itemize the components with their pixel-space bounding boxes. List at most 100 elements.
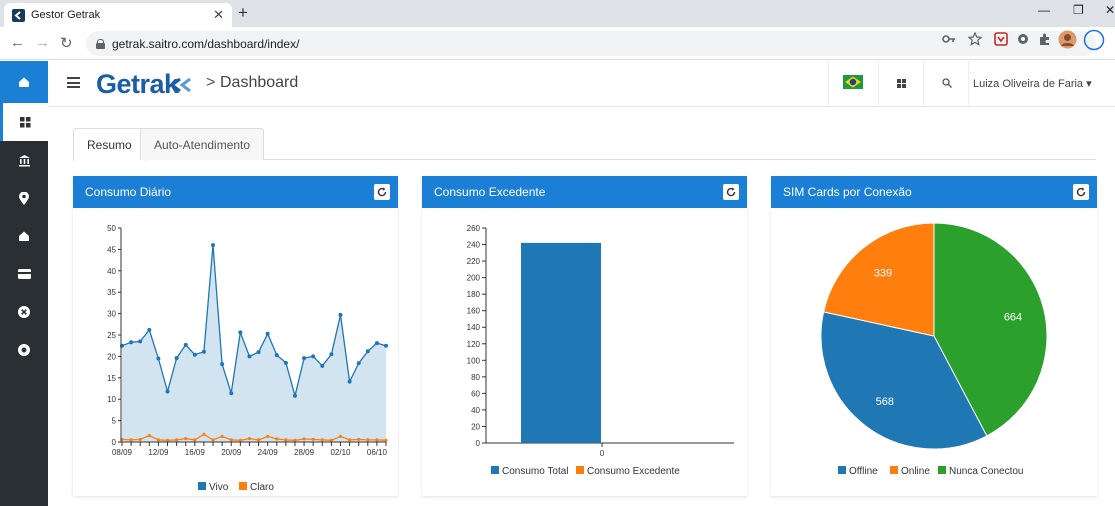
claro-point: [375, 438, 379, 442]
extensions-puzzle-icon[interactable]: [1038, 32, 1052, 46]
y-tick-label: 240: [467, 241, 481, 250]
map-marker-icon: [19, 191, 29, 205]
extension-circle-icon[interactable]: [1016, 32, 1030, 46]
panel-header: Consumo Diário: [73, 176, 398, 208]
y-tick-label: 180: [467, 290, 481, 299]
legend-swatch-online: [890, 466, 898, 474]
reload-icon[interactable]: ↻: [60, 35, 73, 52]
vivo-point: [129, 340, 134, 345]
back-icon[interactable]: ←: [10, 34, 25, 51]
panel-header: Consumo Excedente: [422, 176, 747, 208]
sidebar-home[interactable]: [0, 61, 48, 103]
y-tick-label: 30: [107, 310, 116, 319]
tab-close-icon[interactable]: ✕: [213, 7, 224, 22]
address-bar[interactable]: getrak.saitro.com/dashboard/index/: [86, 31, 1096, 56]
nav-divider: [923, 61, 924, 107]
browser-toolbar: ← → ↻ getrak.saitro.com/dashboard/index/: [0, 27, 1115, 60]
nav-divider: [878, 61, 879, 107]
sidebar-item-dashboard[interactable]: [0, 103, 48, 141]
sidebar-item-house[interactable]: [0, 217, 48, 255]
new-tab-icon[interactable]: +: [238, 3, 248, 22]
x-tick-label: 28/09: [294, 448, 315, 457]
minimize-icon[interactable]: —: [1038, 3, 1050, 17]
tab-resumo[interactable]: Resumo: [73, 128, 146, 161]
claro-point: [193, 438, 197, 442]
sidebar-item-bank[interactable]: [0, 141, 48, 179]
claro-point: [357, 437, 361, 442]
search-icon[interactable]: [942, 78, 952, 88]
panel-consumo-diario: Consumo Diário 0 5 10 15 20 25 30 35 40 45 50 08/09…: [73, 176, 398, 496]
legend-swatch-consumo-excedente: [576, 466, 584, 474]
legend-label-online: Online: [901, 466, 930, 477]
legend-swatch-vivo: [198, 482, 206, 490]
getrak-logo[interactable]: Getrak: [96, 69, 179, 99]
house-icon: [19, 231, 29, 241]
extension-red-icon[interactable]: [994, 32, 1008, 46]
content-tabs: Resumo Auto-Atendimento: [73, 128, 1096, 161]
profile-avatar[interactable]: [1058, 30, 1077, 49]
brazil-flag-icon[interactable]: [843, 75, 863, 89]
vivo-point: [365, 349, 370, 354]
key-icon[interactable]: [942, 32, 956, 46]
vivo-point: [229, 391, 234, 396]
vivo-point: [329, 352, 334, 357]
apps-grid-icon[interactable]: [897, 79, 906, 88]
refresh-icon[interactable]: [723, 184, 739, 200]
lifebuoy-icon: [18, 344, 30, 356]
sidebar-item-cancel[interactable]: [0, 293, 48, 331]
browser-tab[interactable]: Gestor Getrak ✕: [4, 3, 232, 27]
claro-point: [220, 434, 224, 439]
bookmark-star-icon[interactable]: [968, 32, 982, 46]
refresh-icon[interactable]: [1073, 184, 1089, 200]
vivo-point: [384, 343, 388, 348]
legend-swatch-offline: [838, 466, 846, 474]
page-title: Dashboard: [220, 74, 299, 91]
legend-label-consumo-total: Consumo Total: [502, 466, 569, 477]
pie-slice-offline: [820, 311, 988, 450]
claro-point: [156, 438, 161, 442]
pie-label-online: 339: [874, 268, 892, 280]
vivo-point: [247, 354, 252, 359]
vivo-area: [122, 245, 386, 442]
claro-point: [165, 438, 170, 442]
url-text: getrak.saitro.com/dashboard/index/: [112, 36, 300, 51]
vivo-point: [201, 349, 206, 354]
y-tick-label: 15: [107, 374, 116, 383]
getrak-favicon-icon: [12, 8, 25, 22]
menu-toggle-icon[interactable]: [67, 77, 80, 88]
credit-card-icon: [17, 269, 31, 279]
vivo-point: [256, 350, 261, 355]
y-tick-label: 0: [112, 438, 117, 447]
x-tick-label: 20/09: [221, 448, 242, 457]
y-tick-label: 40: [107, 267, 116, 276]
sidebar-item-support[interactable]: [0, 331, 48, 369]
tab-auto-atendimento[interactable]: Auto-Atendimento: [140, 128, 265, 160]
times-circle-icon: [18, 306, 30, 318]
claro-point: [284, 438, 288, 442]
y-tick-label: 160: [467, 307, 481, 316]
y-tick-label: 100: [467, 356, 481, 365]
chrome-menu-icon[interactable]: [1083, 29, 1105, 51]
sidebar: [0, 61, 48, 506]
consumo-diario-chart: 0 5 10 15 20 25 30 35 40 45 50 08/09 12/09 16/09 20/09…: [107, 224, 388, 493]
vivo-point: [138, 339, 143, 344]
panel-consumo-excedente: Consumo Excedente 0 20 40 60 80 100 120 140 160 1…: [422, 176, 747, 496]
forward-icon[interactable]: →: [35, 34, 50, 51]
legend-label-nunca-conectou: Nunca Conectou: [949, 466, 1024, 477]
claro-point: [347, 438, 352, 442]
y-tick-label: 20: [107, 352, 116, 361]
maximize-icon[interactable]: ❐: [1073, 3, 1084, 17]
claro-point: [229, 438, 233, 442]
claro-point: [202, 432, 206, 436]
refresh-icon[interactable]: [374, 184, 390, 200]
sim-cards-pie-chart: 664 568 339 Offline Online Nunca Conectou: [820, 222, 1048, 477]
y-tick-label: 10: [107, 395, 116, 404]
y-tick-label: 45: [107, 245, 116, 254]
sidebar-item-map[interactable]: [0, 179, 48, 217]
sidebar-item-card[interactable]: [0, 255, 48, 293]
claro-point: [184, 436, 188, 441]
legend-label-consumo-excedente: Consumo Excedente: [587, 466, 680, 477]
user-menu[interactable]: Luiza Oliveira de Faria ▾: [973, 77, 1092, 90]
window-close-icon[interactable]: ✕: [1105, 3, 1115, 17]
legend-swatch-nunca-conectou: [938, 466, 946, 474]
